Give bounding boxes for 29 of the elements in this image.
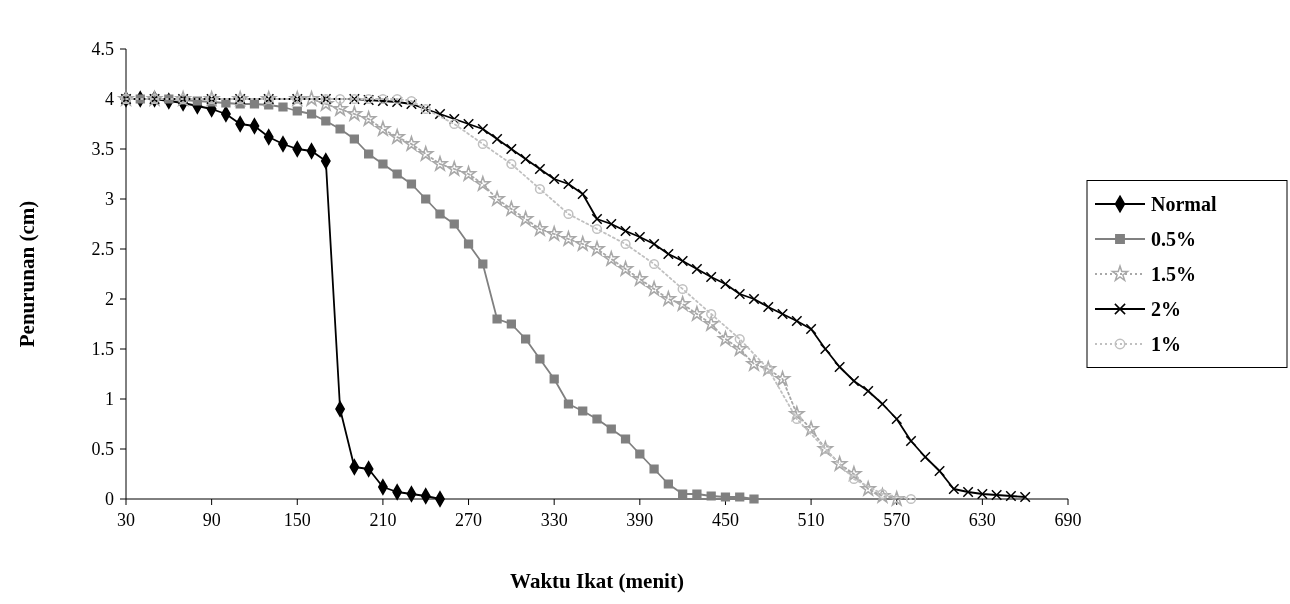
y-tick-label: 1.5 <box>91 339 114 359</box>
y-tick-label: 0 <box>105 489 114 509</box>
y-tick-label: 4 <box>105 89 114 109</box>
y-tick-label: 2 <box>105 289 114 309</box>
x-tick-label: 390 <box>626 510 654 530</box>
x-tick-label: 270 <box>455 510 483 530</box>
x-tick-label: 450 <box>711 510 739 530</box>
x-tick-label: 30 <box>117 510 135 530</box>
x-tick-label: 330 <box>540 510 568 530</box>
y-tick-label: 2.5 <box>91 239 114 259</box>
y-axis-title: Penurunan (cm) <box>15 200 39 348</box>
legend-label: 1% <box>1151 333 1181 355</box>
x-tick-label: 90 <box>202 510 221 530</box>
y-tick-label: 1 <box>105 389 114 409</box>
legend-label: 0.5% <box>1151 228 1196 250</box>
y-tick-label: 0.5 <box>91 439 114 459</box>
y-tick-label: 3.5 <box>91 139 114 159</box>
legend-label: 1.5% <box>1151 263 1196 285</box>
x-tick-label: 210 <box>369 510 397 530</box>
legend-label: 2% <box>1151 298 1181 320</box>
x-axis-title: Waktu Ikat (menit) <box>510 569 684 593</box>
x-tick-label: 150 <box>283 510 311 530</box>
legend-label: Normal <box>1151 193 1217 215</box>
x-tick-label: 690 <box>1054 510 1082 530</box>
y-tick-label: 4.5 <box>91 39 114 59</box>
x-tick-label: 570 <box>883 510 911 530</box>
x-tick-label: 630 <box>968 510 996 530</box>
x-tick-label: 510 <box>797 510 825 530</box>
y-tick-label: 3 <box>105 189 114 209</box>
